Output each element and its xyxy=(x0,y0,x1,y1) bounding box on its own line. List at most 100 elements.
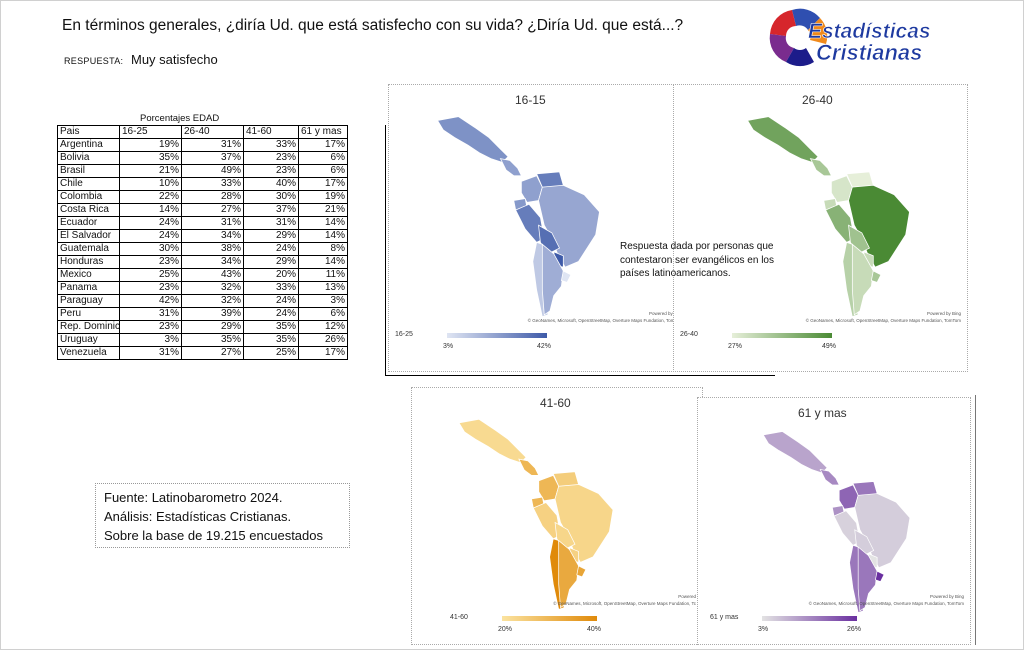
table-row: Ecuador 24% 31% 31% 14% xyxy=(57,216,348,230)
map-legend: 26-40 27% 49% xyxy=(680,331,892,355)
value-cell: 14% xyxy=(119,203,182,217)
value-cell: 23% xyxy=(243,151,299,165)
table-header-cell: 16-25 xyxy=(119,125,182,139)
value-cell: 3% xyxy=(119,333,182,347)
latin-america-map xyxy=(762,431,911,614)
map-legend: 61 y mas 3% 26% xyxy=(710,614,917,638)
map-powered-by: Powered by Bing xyxy=(648,311,683,316)
table-row: Honduras 23% 34% 29% 14% xyxy=(57,255,348,269)
map-title: 61 y mas xyxy=(798,406,847,420)
legend-gradient-bar xyxy=(447,333,547,338)
region-mexico xyxy=(436,116,509,163)
value-cell: 31% xyxy=(119,346,182,360)
table-row: Bolivia 35% 37% 23% 6% xyxy=(57,151,348,165)
table-row: Panama 23% 32% 33% 13% xyxy=(57,281,348,295)
value-cell: 35% xyxy=(181,333,244,347)
value-cell: 29% xyxy=(181,320,244,334)
value-cell: 11% xyxy=(298,268,348,282)
map-credit: © GeoNames, Microsoft, OpenStreetMap, Ov… xyxy=(527,318,683,323)
legend-label: 41-60 xyxy=(450,614,468,621)
value-cell: 35% xyxy=(243,333,299,347)
country-cell: Brasil xyxy=(57,164,120,178)
value-cell: 6% xyxy=(298,307,348,321)
region-central xyxy=(518,458,540,476)
value-cell: 25% xyxy=(243,346,299,360)
latin-america-map xyxy=(746,116,910,318)
value-cell: 21% xyxy=(119,164,182,178)
country-cell: Argentina xyxy=(57,138,120,152)
legend-max: 26% xyxy=(847,626,862,633)
value-cell: 25% xyxy=(119,268,182,282)
map-panel-61-y-mas: 61 y mas Powered by Bing © GeoNames, Micro… xyxy=(697,397,971,645)
value-cell: 24% xyxy=(243,307,299,321)
country-cell: Bolivia xyxy=(57,151,120,165)
table-row: Venezuela 31% 27% 25% 17% xyxy=(57,346,348,360)
region-brazil xyxy=(854,493,911,569)
value-cell: 37% xyxy=(243,203,299,217)
region-central xyxy=(499,158,522,177)
table-row: Peru 31% 39% 24% 6% xyxy=(57,307,348,321)
value-cell: 37% xyxy=(181,151,244,165)
value-cell: 3% xyxy=(298,294,348,308)
value-cell: 24% xyxy=(243,294,299,308)
value-cell: 38% xyxy=(181,242,244,256)
value-cell: 27% xyxy=(181,203,244,217)
table-header-cell: Pais xyxy=(57,125,120,139)
region-uruguay xyxy=(875,570,885,582)
region-central xyxy=(809,158,832,177)
table-header-cell: 61 y mas xyxy=(298,125,348,139)
page-title: En términos generales, ¿diría Ud. que es… xyxy=(62,17,684,34)
percentages-table: Pais 16-25 26-40 41-60 61 y mas Argentina 19%… xyxy=(57,125,348,360)
map-title: 41-60 xyxy=(540,396,571,410)
map-legend: 16-25 3% 42% xyxy=(395,331,607,355)
value-cell: 42% xyxy=(119,294,182,308)
legend-gradient-bar xyxy=(502,616,597,621)
table-title: Porcentajes EDAD xyxy=(140,113,220,124)
legend-max: 49% xyxy=(822,343,837,350)
country-cell: Mexico xyxy=(57,268,120,282)
region-central xyxy=(819,468,840,486)
value-cell: 39% xyxy=(181,307,244,321)
map-powered-by: Powered by Bing xyxy=(929,594,964,599)
region-uruguay xyxy=(560,270,572,283)
country-cell: Rep. Dominicana xyxy=(57,320,120,334)
panel-border-line xyxy=(385,125,386,375)
panel-border-line xyxy=(975,395,976,645)
value-cell: 14% xyxy=(298,229,348,243)
country-cell: Panama xyxy=(57,281,120,295)
region-brazil xyxy=(848,184,910,268)
country-cell: Peru xyxy=(57,307,120,321)
value-cell: 6% xyxy=(298,151,348,165)
region-argentina xyxy=(541,243,564,316)
table-header-cell: 41-60 xyxy=(243,125,299,139)
value-cell: 14% xyxy=(298,216,348,230)
value-cell: 24% xyxy=(119,229,182,243)
value-cell: 32% xyxy=(181,281,244,295)
region-brazil xyxy=(538,184,600,268)
region-mexico xyxy=(746,116,819,163)
value-cell: 27% xyxy=(181,346,244,360)
source-line-2: Análisis: Estadísticas Cristianas. xyxy=(104,509,292,524)
legend-min: 3% xyxy=(758,626,769,633)
latin-america-map xyxy=(436,116,600,318)
legend-min: 3% xyxy=(443,343,454,350)
value-cell: 49% xyxy=(181,164,244,178)
value-cell: 29% xyxy=(243,255,299,269)
country-cell: El Salvador xyxy=(57,229,120,243)
value-cell: 33% xyxy=(243,138,299,152)
value-cell: 30% xyxy=(119,242,182,256)
legend-max: 40% xyxy=(587,626,602,633)
country-cell: Chile xyxy=(57,177,120,191)
region-argentina xyxy=(851,243,874,316)
value-cell: 19% xyxy=(119,138,182,152)
value-cell: 13% xyxy=(298,281,348,295)
map-powered-by: Powered by Bing xyxy=(926,311,961,316)
region-mexico xyxy=(762,431,828,474)
value-cell: 28% xyxy=(181,190,244,204)
map-panel-16-25: 16-15 Powered by Bing © GeoNames, Microsof… xyxy=(388,84,690,372)
value-cell: 24% xyxy=(119,216,182,230)
value-cell: 31% xyxy=(243,216,299,230)
table-row: Guatemala 30% 38% 24% 8% xyxy=(57,242,348,256)
value-cell: 29% xyxy=(243,229,299,243)
value-cell: 40% xyxy=(243,177,299,191)
